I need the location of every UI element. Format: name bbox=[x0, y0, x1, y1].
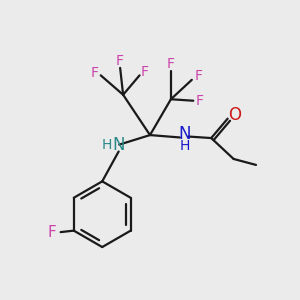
Text: N: N bbox=[112, 136, 125, 154]
Text: F: F bbox=[167, 57, 175, 71]
Text: F: F bbox=[48, 225, 57, 240]
Text: F: F bbox=[116, 54, 124, 68]
Text: H: H bbox=[102, 138, 112, 152]
Text: F: F bbox=[90, 66, 98, 80]
Text: F: F bbox=[141, 65, 149, 79]
Text: H: H bbox=[179, 140, 190, 153]
Text: F: F bbox=[196, 94, 204, 108]
Text: O: O bbox=[228, 106, 241, 124]
Text: N: N bbox=[178, 125, 190, 143]
Text: F: F bbox=[194, 69, 202, 83]
